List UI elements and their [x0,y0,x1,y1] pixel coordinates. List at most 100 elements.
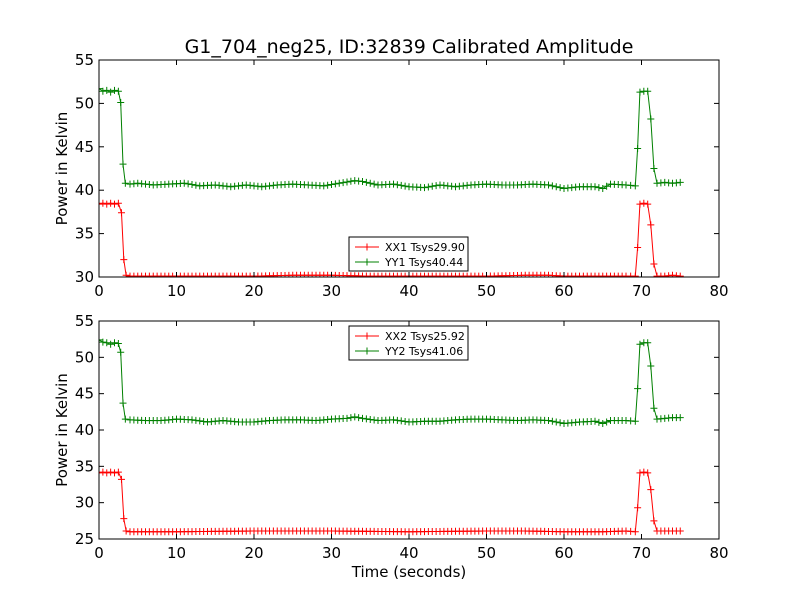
data-point-marker [328,181,335,189]
data-point-marker [631,182,639,190]
data-point-marker [362,415,370,423]
data-point-marker [347,414,355,422]
data-point-marker [603,418,611,426]
data-point-marker [121,415,129,423]
data-point-marker [103,200,111,208]
y-axis-label: Power in Kelvin [53,112,71,226]
y-tick-label: 55 [75,312,94,330]
data-point-marker [428,182,436,190]
data-point-marker [114,199,122,207]
data-point-marker [111,469,118,477]
data-point-marker [397,181,405,189]
y-tick-label: 55 [75,51,94,69]
data-point-marker [114,340,122,348]
x-tick-label: 10 [167,282,186,300]
legend-box [348,325,469,361]
data-point-marker [99,336,103,344]
x-tick-label: 50 [477,282,496,300]
data-point-marker [634,385,642,393]
data-point-marker [393,416,401,424]
data-point-marker [103,339,111,347]
data-point-marker [634,145,642,153]
legend-entry: YY1 Tsys40.44 [384,256,463,269]
series-line [99,88,681,190]
data-point-marker [676,178,684,186]
data-point-marker [647,115,655,123]
x-tick-label: 0 [94,544,104,562]
top-subplot: 0 10 20 30 40 50 60 70 80 30 35 40 45 50 55 Power in Ke… [53,51,729,300]
x-tick-label: 20 [244,282,263,300]
data-point-marker [397,417,405,425]
data-point-marker [393,181,401,189]
legend-marker [363,258,371,266]
legend-marker [363,332,371,340]
data-point-marker [676,272,684,277]
data-point-marker [324,181,332,189]
data-point-marker [99,85,103,93]
data-point-marker [117,209,125,217]
data-point-marker [640,468,648,476]
data-point-marker [335,179,343,187]
data-point-marker [421,184,428,192]
data-point-marker [432,182,440,190]
data-point-marker [647,362,655,370]
data-point-marker [200,417,208,425]
data-point-marker [107,340,115,348]
legend-box [348,236,469,272]
data-point-marker [599,419,607,427]
y-tick-label: 50 [75,94,94,112]
data-point-marker [591,417,599,425]
series-0-group [99,468,684,536]
data-point-marker [390,180,397,188]
y-tick-label: 45 [75,385,94,403]
series-1-group [99,85,684,192]
data-point-marker [556,419,564,427]
data-point-marker [359,414,366,422]
x-tick-label: 0 [94,282,104,300]
data-point-marker [644,87,652,95]
data-point-marker [556,184,564,192]
data-point-marker [636,340,644,348]
bottom-subplot: 0 10 20 30 40 50 60 70 80 25 30 35 40 45 50 55 Power in … [53,312,729,581]
data-point-marker [119,160,127,168]
data-point-marker [121,179,129,187]
legend-entry: XX2 Tsys25.92 [385,330,465,343]
data-point-marker [107,199,115,207]
data-point-marker [640,199,648,207]
legend: XX2 Tsys25.92 YY2 Tsys41.06 [348,325,469,361]
data-point-marker [111,200,118,208]
y-tick-label: 35 [75,225,94,243]
x-tick-label: 50 [477,544,496,562]
data-point-marker [676,527,684,535]
data-point-marker [631,417,639,425]
data-point-marker [114,87,122,95]
data-point-marker [644,469,652,477]
data-point-marker [647,221,655,229]
x-tick-label: 30 [322,544,341,562]
data-point-marker [117,348,125,356]
x-tick-label: 40 [399,544,418,562]
data-point-marker [103,86,111,94]
data-point-marker [650,260,658,268]
data-point-marker [196,417,204,425]
x-tick-label: 10 [167,544,186,562]
y-tick-label: 35 [75,457,94,475]
data-point-marker [122,527,130,535]
data-point-marker [359,178,366,186]
data-point-marker [99,200,103,208]
data-point-marker [552,183,560,191]
data-point-marker [634,243,642,251]
data-point-marker [351,413,359,421]
data-point-marker [99,469,103,477]
data-point-marker [424,183,432,191]
x-tick-label: 60 [554,544,573,562]
data-point-marker [603,182,611,190]
data-point-marker [343,178,351,186]
data-point-marker [111,86,118,94]
data-point-marker [676,414,684,422]
x-tick-label: 40 [399,282,418,300]
data-point-marker [103,469,111,477]
x-tick-label: 30 [322,282,341,300]
data-point-marker [184,180,192,188]
data-point-marker [650,165,658,172]
